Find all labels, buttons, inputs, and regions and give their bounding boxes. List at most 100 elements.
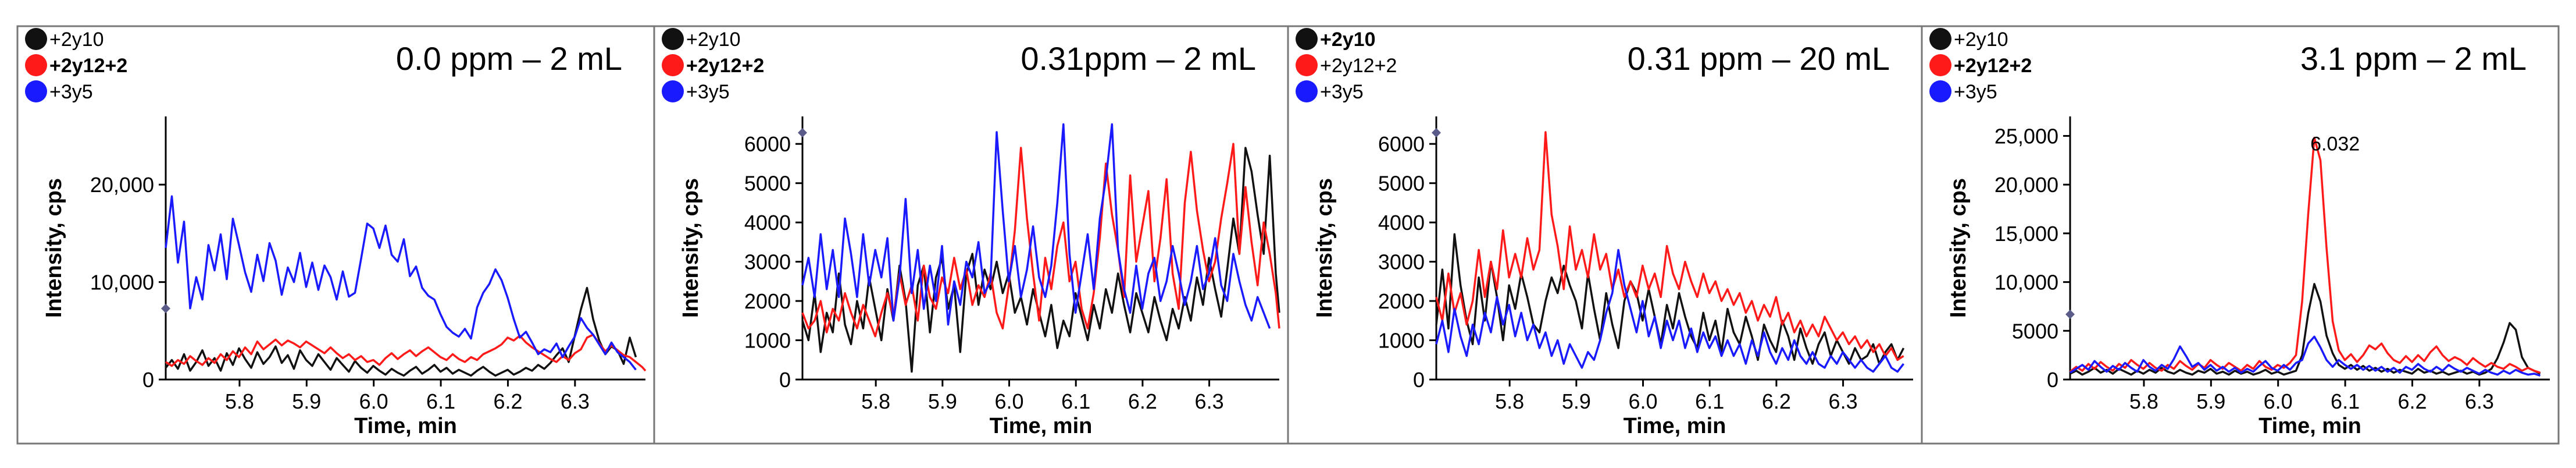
chart-panel-4: 3.1 ppm – 2 mL +2y10 +2y12+2 +3y5 0 5000 10,00… — [1921, 25, 2560, 445]
y-axis-label: Intensity, cps — [42, 178, 66, 318]
legend-marker — [1296, 28, 1318, 50]
legend-label: +3y5 — [1320, 81, 1364, 103]
axis-marker — [2065, 310, 2075, 319]
peak-label: 6.032 — [2310, 133, 2360, 155]
series-line-3 — [1435, 249, 1904, 373]
legend-marker — [1296, 54, 1318, 76]
x-tick-label: 5.8 — [861, 389, 890, 413]
series-line-1 — [801, 147, 1280, 373]
chart-title: 0.0 ppm – 2 mL — [396, 40, 622, 77]
panel-frame — [16, 25, 655, 445]
y-tick-label: 3000 — [744, 250, 791, 274]
x-tick-label: 6.3 — [561, 389, 590, 413]
series-line-3 — [2070, 335, 2541, 377]
y-tick-label: 2000 — [1378, 289, 1425, 313]
series-line-1 — [1435, 233, 1905, 365]
x-tick-label: 6.0 — [995, 389, 1024, 413]
chart-title: 0.31ppm – 2 mL — [1021, 40, 1256, 77]
legend-marker — [25, 28, 47, 50]
y-tick-label: 0 — [2047, 368, 2058, 392]
x-tick-label: 6.1 — [1695, 389, 1724, 413]
legend-marker — [662, 80, 684, 102]
x-tick-label: 5.8 — [225, 389, 254, 413]
x-tick-label: 6.0 — [2264, 389, 2293, 413]
x-axis-label: Time, min — [1624, 414, 1726, 438]
chart-title: 3.1 ppm – 2 mL — [2300, 40, 2527, 77]
y-tick-label: 4000 — [744, 211, 791, 235]
legend-label: +3y5 — [686, 81, 730, 103]
legend-marker — [1929, 80, 1951, 102]
y-tick-label: 0 — [142, 368, 154, 392]
y-axis-label: Intensity, cps — [679, 178, 703, 318]
y-tick-label: 5000 — [744, 172, 791, 196]
legend-marker — [662, 54, 684, 76]
y-tick-label: 10,000 — [1995, 271, 2058, 295]
chart-panel-3: 0.31 ppm – 20 mL +2y10 +2y12+2 +3y5 0 1000 200… — [1287, 25, 1923, 445]
y-tick-label: 10,000 — [90, 271, 154, 295]
y-tick-label: 1000 — [744, 329, 791, 353]
series-line-2 — [2069, 137, 2541, 374]
x-tick-label: 5.9 — [2196, 389, 2225, 413]
x-tick-label: 6.3 — [1829, 389, 1858, 413]
y-tick-label: 0 — [1413, 368, 1425, 392]
legend-label: +2y10 — [49, 29, 104, 51]
legend-marker — [1929, 28, 1951, 50]
legend-marker — [1929, 54, 1951, 76]
y-axis-label: Intensity, cps — [1312, 178, 1337, 318]
x-tick-label: 6.2 — [1128, 389, 1157, 413]
y-tick-label: 4000 — [1378, 211, 1425, 235]
x-tick-label: 5.8 — [2129, 389, 2158, 413]
y-tick-label: 0 — [779, 368, 791, 392]
legend-label: +2y10 — [686, 29, 741, 51]
x-tick-label: 6.1 — [1061, 389, 1090, 413]
x-tick-label: 5.9 — [928, 389, 957, 413]
series-line-1 — [165, 286, 637, 377]
x-tick-label: 6.3 — [2465, 389, 2494, 413]
axis-marker — [798, 128, 807, 137]
y-tick-label: 5000 — [1378, 172, 1425, 196]
series-line-2 — [1435, 131, 1904, 361]
x-tick-label: 6.3 — [1195, 389, 1224, 413]
panel-frame — [653, 25, 1289, 445]
legend-label: +3y5 — [1954, 81, 1997, 103]
series-line-3 — [165, 195, 637, 371]
axis-marker — [1432, 128, 1441, 137]
legend-label: +2y12+2 — [49, 55, 127, 77]
legend-label: +2y12+2 — [686, 55, 764, 77]
x-tick-label: 5.9 — [1562, 389, 1591, 413]
x-tick-label: 6.2 — [493, 389, 522, 413]
legend-marker — [25, 80, 47, 102]
chart-panel-2: 0.31ppm – 2 mL +2y10 +2y12+2 +3y5 0 1000 2000 3… — [653, 25, 1289, 445]
legend-marker — [662, 28, 684, 50]
legend-label: +2y10 — [1954, 29, 2008, 51]
y-tick-label: 20,000 — [90, 173, 154, 197]
x-tick-label: 6.0 — [1629, 389, 1658, 413]
legend-marker — [25, 54, 47, 76]
legend-marker — [1296, 80, 1318, 102]
x-tick-label: 6.2 — [1762, 389, 1791, 413]
chart-panel-1: 0.0 ppm – 2 mL +2y10 +2y12+2 +3y5 0 10,000 20,… — [16, 25, 655, 445]
x-tick-label: 5.8 — [1495, 389, 1524, 413]
x-axis-label: Time, min — [354, 414, 457, 438]
panel-frame — [1921, 25, 2560, 445]
series-line-3 — [801, 123, 1271, 329]
legend-label: +2y12+2 — [1320, 55, 1397, 77]
x-axis-label: Time, min — [2259, 414, 2361, 438]
x-tick-label: 6.0 — [359, 389, 388, 413]
y-tick-label: 3000 — [1378, 250, 1425, 274]
panel-frame — [1287, 25, 1923, 445]
y-tick-label: 6000 — [1378, 132, 1425, 156]
y-tick-label: 20,000 — [1995, 173, 2058, 197]
axis-marker — [161, 304, 170, 313]
series-line-2 — [165, 334, 647, 372]
y-tick-label: 6000 — [744, 132, 791, 156]
x-tick-label: 6.2 — [2397, 389, 2427, 413]
x-axis-label: Time, min — [990, 414, 1093, 438]
x-tick-label: 5.9 — [292, 389, 321, 413]
x-tick-label: 6.1 — [2331, 389, 2360, 413]
y-tick-label: 2000 — [744, 289, 791, 313]
legend-label: +2y12+2 — [1954, 55, 2032, 77]
x-tick-label: 6.1 — [426, 389, 455, 413]
legend-label: +3y5 — [49, 81, 93, 103]
